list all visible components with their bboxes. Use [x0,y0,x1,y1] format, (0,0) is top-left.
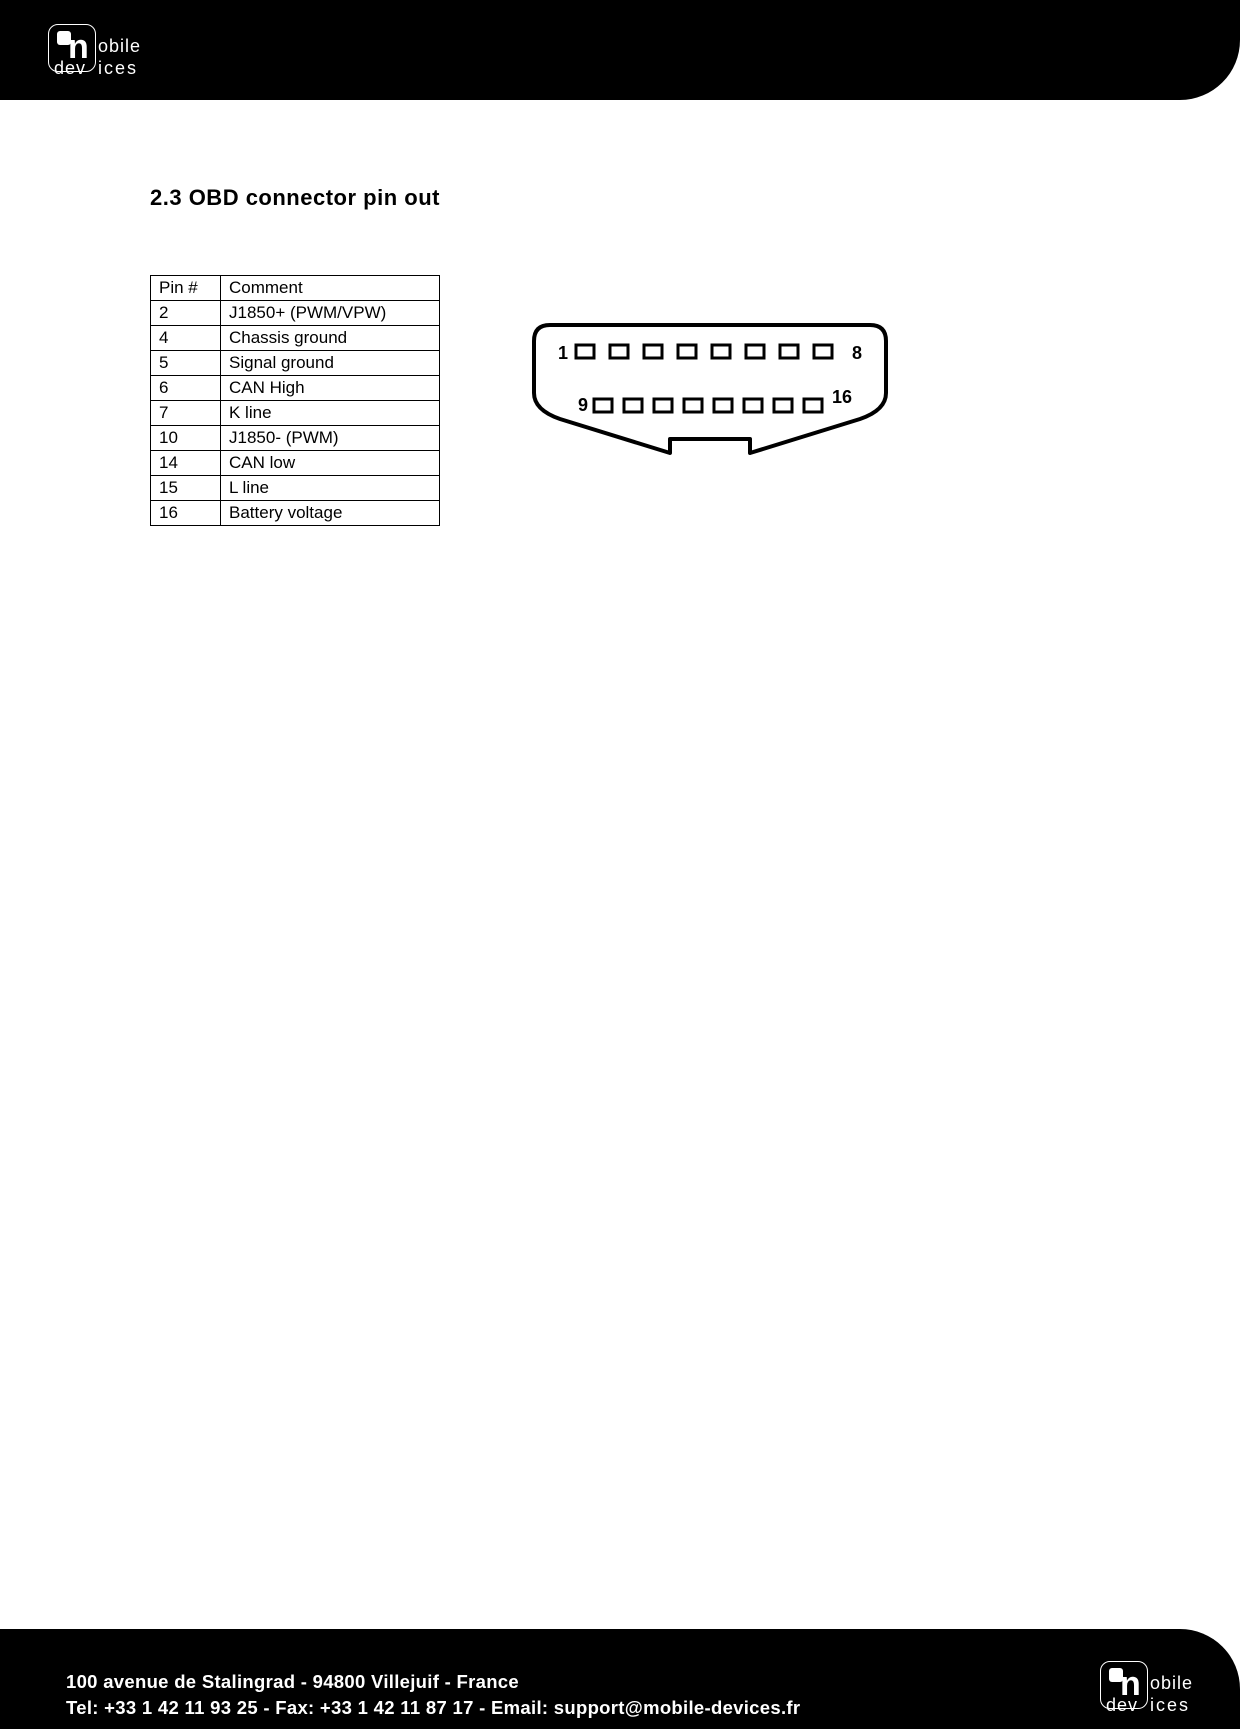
header-bar: n obile dev ices [0,0,1240,100]
connector-pin-icon [644,345,662,358]
table-row: 4Chassis ground [151,326,440,351]
cell-comment: Chassis ground [221,326,440,351]
table-row: 10J1850- (PWM) [151,426,440,451]
cell-comment: J1850- (PWM) [221,426,440,451]
cell-comment: J1850+ (PWM/VPW) [221,301,440,326]
pin-label-16: 16 [832,387,852,407]
table-header-pin: Pin # [151,276,221,301]
cell-comment: Battery voltage [221,501,440,526]
table-row: 15L line [151,476,440,501]
table-row: 16Battery voltage [151,501,440,526]
connector-pin-icon [804,399,822,412]
connector-pin-icon [746,345,764,358]
pinout-table: Pin # Comment 2J1850+ (PWM/VPW)4Chassis … [150,275,440,526]
table-header-comment: Comment [221,276,440,301]
pin-label-1: 1 [558,343,568,363]
connector-pin-icon [576,345,594,358]
cell-comment: CAN High [221,376,440,401]
connector-pin-icon [610,345,628,358]
logo-text-dev: dev [1106,1695,1138,1716]
cell-pin: 10 [151,426,221,451]
footer-address: 100 avenue de Stalingrad - 94800 Villeju… [66,1671,1240,1693]
cell-pin: 16 [151,501,221,526]
connector-pin-icon [594,399,612,412]
pin-label-8: 8 [852,343,862,363]
cell-comment: Signal ground [221,351,440,376]
connector-pin-icon [684,399,702,412]
section-title: 2.3 OBD connector pin out [150,185,1140,211]
brand-logo: n obile dev ices [48,18,158,74]
cell-comment: K line [221,401,440,426]
table-header-row: Pin # Comment [151,276,440,301]
logo-text-obile: obile [1150,1673,1193,1694]
table-row: 6CAN High [151,376,440,401]
cell-pin: 6 [151,376,221,401]
connector-pin-icon [744,399,762,412]
logo-header: n obile dev ices [48,18,158,74]
pin-label-9: 9 [578,395,588,415]
page-content: 2.3 OBD connector pin out Pin # Comment … [150,185,1140,526]
logo-footer: n obile dev ices [1100,1655,1210,1711]
footer-contact: Tel: +33 1 42 11 93 25 - Fax: +33 1 42 1… [66,1697,1240,1719]
logo-text-ices: ices [98,58,138,79]
connector-pin-icon [774,399,792,412]
connector-pin-icon [654,399,672,412]
connector-pin-icon [624,399,642,412]
connector-pin-icon [678,345,696,358]
connector-pin-icon [714,399,732,412]
table-row: 5Signal ground [151,351,440,376]
table-row: 7K line [151,401,440,426]
logo-text-dev: dev [54,58,86,79]
connector-pin-icon [814,345,832,358]
logo-text-obile: obile [98,36,141,57]
brand-logo: n obile dev ices [1100,1655,1210,1711]
cell-comment: L line [221,476,440,501]
cell-pin: 4 [151,326,221,351]
obd-connector-diagram: 1 8 9 16 [520,315,900,475]
content-row: Pin # Comment 2J1850+ (PWM/VPW)4Chassis … [150,275,1140,526]
footer-bar: 100 avenue de Stalingrad - 94800 Villeju… [0,1629,1240,1729]
cell-pin: 5 [151,351,221,376]
connector-pin-icon [712,345,730,358]
table-row: 14CAN low [151,451,440,476]
cell-pin: 14 [151,451,221,476]
cell-comment: CAN low [221,451,440,476]
cell-pin: 2 [151,301,221,326]
logo-text-ices: ices [1150,1695,1190,1716]
table-row: 2J1850+ (PWM/VPW) [151,301,440,326]
connector-pin-icon [780,345,798,358]
cell-pin: 15 [151,476,221,501]
cell-pin: 7 [151,401,221,426]
